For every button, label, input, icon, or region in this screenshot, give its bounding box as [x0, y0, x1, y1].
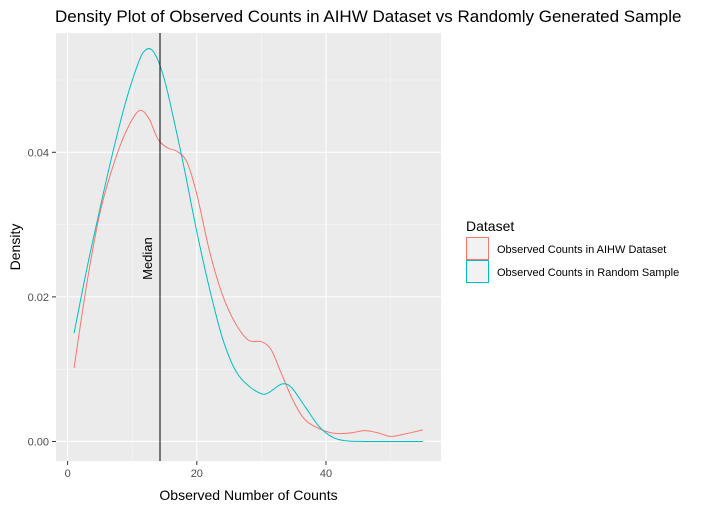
x-axis-title: Observed Number of Counts: [159, 487, 337, 503]
legend-items: Observed Counts in AIHW Dataset Observed …: [466, 237, 679, 283]
y-tick-label: 0.04: [28, 147, 49, 159]
series-line-1: [73, 109, 424, 437]
y-axis-title: Density: [7, 224, 23, 271]
legend-label-2: Observed Counts in Random Sample: [497, 267, 679, 279]
y-tick-label: 0.02: [28, 292, 49, 304]
legend-title: Dataset: [466, 218, 514, 234]
legend-key-background: [466, 260, 489, 283]
y-axis-ticks: 0.00 0.02 0.04: [28, 147, 56, 448]
x-tick-label: 0: [65, 468, 71, 480]
median-label: Median: [140, 237, 155, 280]
y-tick-label: 0.00: [28, 436, 49, 448]
series-line-2: [73, 48, 423, 443]
legend-label-1: Observed Counts in AIHW Dataset: [497, 244, 666, 256]
legend-key-2: [466, 260, 489, 283]
x-tick-label: 20: [191, 468, 203, 480]
x-axis-ticks: 0 20 40: [65, 461, 332, 480]
minor-gridlines: [56, 33, 441, 461]
legend: Dataset Observed Counts in AIHW DatasetO…: [466, 218, 679, 283]
legend-key-1: [466, 237, 489, 260]
chart-title: Density Plot of Observed Counts in AIHW …: [55, 7, 681, 26]
legend-key-background: [466, 237, 489, 260]
median-annotation: Median: [140, 33, 161, 461]
plot-panel: [56, 33, 441, 461]
series-lines: [73, 48, 424, 443]
x-tick-label: 40: [320, 468, 332, 480]
